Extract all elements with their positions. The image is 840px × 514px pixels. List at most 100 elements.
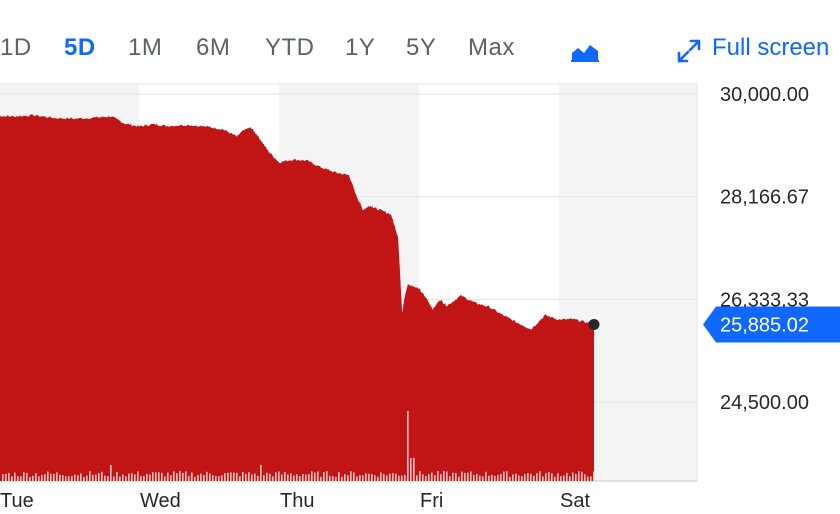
volume-bar (128, 473, 130, 481)
volume-bar (317, 471, 319, 481)
volume-bar (257, 475, 259, 481)
volume-bar (203, 474, 205, 481)
volume-bar (83, 476, 85, 481)
volume-bar (122, 474, 124, 481)
volume-bar (95, 474, 97, 481)
range-max[interactable]: Max (468, 34, 515, 61)
volume-bar (515, 473, 517, 481)
volume-bar (158, 472, 160, 481)
volume-bar (308, 474, 310, 481)
volume-bar (467, 472, 469, 481)
volume-bar (116, 472, 118, 481)
volume-bar (443, 471, 445, 481)
volume-bar (350, 471, 352, 481)
volume-bar (587, 476, 589, 481)
volume-bar (74, 474, 76, 481)
volume-bar (452, 472, 454, 481)
volume-bar (548, 472, 550, 481)
volume-bar (581, 471, 583, 481)
volume-bar (377, 476, 379, 481)
volume-bar (509, 476, 511, 481)
volume-bar (8, 472, 10, 481)
volume-bar (206, 471, 208, 481)
volume-bar (278, 471, 280, 481)
volume-bar (557, 473, 559, 481)
range-toolbar: 1D 5D 1M 6M YTD 1Y 5Y Max Full screen (0, 0, 840, 84)
y-axis-labels: 30,000.00 28,166.67 26,333.33 24,500.00 (720, 84, 809, 414)
volume-bar (530, 473, 532, 481)
volume-bar (239, 476, 241, 481)
volume-bar (413, 457, 415, 481)
range-5d[interactable]: 5D (64, 34, 96, 61)
volume-bar (362, 475, 364, 481)
volume-bar (422, 474, 424, 481)
volume-bar (266, 472, 268, 481)
volume-bar (569, 476, 571, 481)
volume-bar (401, 475, 403, 481)
fullscreen-label: Full screen (712, 34, 830, 61)
volume-bar (173, 471, 175, 481)
y-tick-label: 30,000.00 (720, 84, 809, 106)
volume-bar (446, 471, 448, 481)
volume-bar (98, 473, 100, 481)
volume-bar (419, 471, 421, 481)
volume-bar (125, 476, 127, 481)
volume-bar (296, 474, 298, 481)
volume-bar (314, 472, 316, 481)
mountain-chart-icon[interactable] (570, 41, 600, 63)
volume-bar (50, 473, 52, 481)
volume-bar (479, 475, 481, 481)
volume-bar (113, 476, 115, 481)
volume-bar (197, 474, 199, 481)
volume-bar (11, 476, 13, 481)
volume-bar (500, 473, 502, 481)
volume-bar (503, 471, 505, 481)
volume-bar (386, 475, 388, 481)
volume-bar (251, 474, 253, 481)
volume-bar (269, 473, 271, 481)
volume-bar (191, 472, 193, 481)
volume-bar (101, 471, 103, 481)
volume-bar (236, 472, 238, 481)
volume-bar (533, 475, 535, 481)
volume-bar (68, 476, 70, 481)
range-5y[interactable]: 5Y (406, 34, 437, 61)
volume-bar (284, 472, 286, 481)
volume-bar (227, 472, 229, 481)
volume-bar (272, 476, 274, 481)
volume-bar (14, 472, 16, 481)
volume-bar (143, 475, 145, 481)
volume-bar (209, 473, 211, 481)
volume-bar (104, 475, 106, 481)
volume-bar (230, 472, 232, 481)
volume-bar (35, 473, 37, 481)
volume-bar (146, 473, 148, 481)
range-1d[interactable]: 1D (0, 34, 32, 61)
volume-bar (44, 474, 46, 481)
volume-bar (344, 474, 346, 481)
volume-bar (71, 475, 73, 481)
volume-bar (23, 472, 25, 481)
volume-bar (359, 475, 361, 481)
volume-bar (536, 473, 538, 481)
volume-bar (338, 472, 340, 481)
range-6m[interactable]: 6M (196, 34, 231, 61)
range-1m[interactable]: 1M (128, 34, 163, 61)
volume-bar (17, 476, 19, 481)
volume-bar (293, 475, 295, 481)
volume-bar (368, 473, 370, 481)
volume-bar (185, 471, 187, 481)
range-1y[interactable]: 1Y (345, 34, 376, 61)
volume-bar (593, 471, 595, 481)
volume-bar (527, 473, 529, 481)
volume-bar (356, 476, 358, 481)
volume-bar (20, 476, 22, 481)
volume-bar (140, 475, 142, 481)
volume-bar (149, 474, 151, 481)
volume-bar (152, 472, 154, 481)
volume-bar (464, 472, 466, 481)
volume-bar (92, 474, 94, 481)
range-ytd[interactable]: YTD (265, 34, 315, 61)
volume-bar (275, 472, 277, 481)
